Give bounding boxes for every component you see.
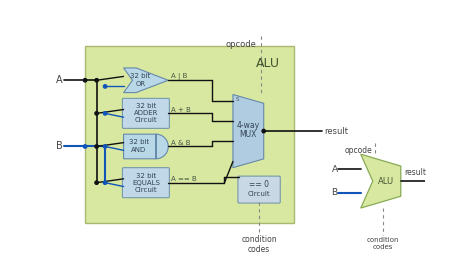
Circle shape bbox=[95, 79, 98, 82]
Bar bbox=[85, 46, 294, 224]
Text: A: A bbox=[331, 165, 337, 174]
Text: Circuit: Circuit bbox=[135, 117, 157, 123]
Text: EQUALS: EQUALS bbox=[132, 180, 160, 186]
Text: s: s bbox=[236, 96, 239, 102]
Circle shape bbox=[83, 79, 87, 82]
Text: Circuit: Circuit bbox=[135, 187, 157, 193]
Text: A == B: A == B bbox=[171, 176, 197, 182]
Text: ADDER: ADDER bbox=[134, 110, 158, 116]
Text: AND: AND bbox=[131, 147, 146, 153]
Circle shape bbox=[103, 85, 107, 88]
Text: MUX: MUX bbox=[240, 130, 257, 140]
Text: result: result bbox=[325, 127, 348, 136]
Polygon shape bbox=[361, 154, 401, 208]
FancyBboxPatch shape bbox=[122, 98, 169, 128]
Text: 32 bit: 32 bit bbox=[128, 139, 149, 145]
Text: A: A bbox=[56, 75, 63, 85]
FancyBboxPatch shape bbox=[238, 176, 280, 203]
Circle shape bbox=[83, 145, 87, 148]
Text: opcode: opcode bbox=[345, 146, 373, 155]
Polygon shape bbox=[124, 68, 168, 93]
Text: 32 bit: 32 bit bbox=[136, 173, 156, 179]
Text: 4-way: 4-way bbox=[237, 121, 260, 130]
Text: B: B bbox=[331, 189, 337, 198]
Text: opcode: opcode bbox=[225, 40, 256, 49]
Text: 32 bit: 32 bit bbox=[130, 73, 151, 79]
Circle shape bbox=[95, 181, 98, 184]
Text: A | B: A | B bbox=[171, 73, 188, 80]
Text: == 0: == 0 bbox=[249, 180, 269, 189]
Circle shape bbox=[262, 129, 265, 133]
Text: Circuit: Circuit bbox=[248, 191, 270, 197]
Text: A & B: A & B bbox=[171, 140, 191, 146]
Text: result: result bbox=[404, 168, 426, 177]
Polygon shape bbox=[233, 95, 264, 168]
Text: OR: OR bbox=[136, 81, 146, 87]
Text: B: B bbox=[56, 141, 63, 151]
Text: A + B: A + B bbox=[171, 107, 191, 112]
Text: ALU: ALU bbox=[377, 177, 393, 186]
Circle shape bbox=[103, 145, 107, 148]
Circle shape bbox=[95, 145, 98, 148]
Polygon shape bbox=[124, 134, 168, 159]
Text: condition
codes: condition codes bbox=[241, 235, 277, 254]
Text: condition
codes: condition codes bbox=[366, 237, 399, 250]
Text: 32 bit: 32 bit bbox=[136, 104, 156, 109]
Circle shape bbox=[103, 112, 107, 115]
Text: ALU: ALU bbox=[256, 57, 280, 70]
Circle shape bbox=[103, 181, 107, 184]
Circle shape bbox=[95, 112, 98, 115]
FancyBboxPatch shape bbox=[122, 168, 169, 198]
